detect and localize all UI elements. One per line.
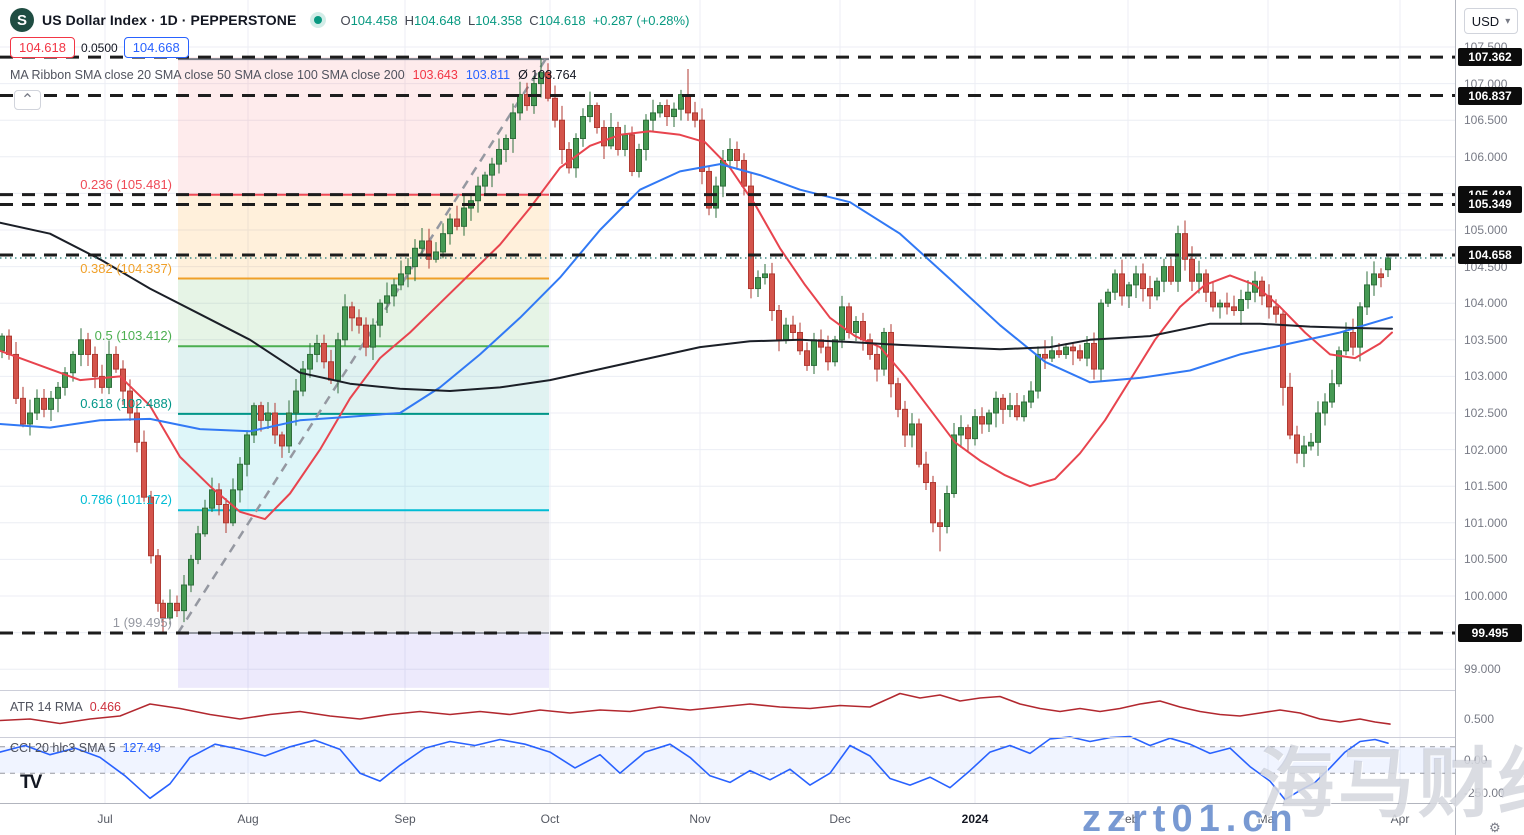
month-label[interactable]: Aug	[237, 812, 259, 826]
main-chart[interactable]	[0, 0, 1455, 803]
month-label[interactable]: Jul	[97, 812, 113, 826]
price-tag: 106.837	[1458, 86, 1522, 105]
pane-separator[interactable]	[0, 737, 1524, 738]
fib-level-label[interactable]: 0.382 (104.337)	[80, 260, 172, 276]
currency-label: USD	[1471, 13, 1500, 29]
month-label[interactable]: Dec	[829, 812, 851, 826]
axis-tick: 106.000	[1464, 149, 1508, 164]
ma-ribbon-label: MA Ribbon SMA close 20 SMA close 50 SMA …	[10, 68, 405, 82]
ohlc-values: O104.458 H104.648 L104.358 C104.618 +0.2…	[340, 13, 689, 28]
open-label: O	[340, 12, 351, 28]
high-value: 104.648	[413, 12, 461, 28]
fib-level-label[interactable]: 0.236 (105.481)	[80, 176, 172, 192]
symbol-legend: S US Dollar Index · 1D · PEPPERSTONE O10…	[10, 8, 689, 32]
change-value: +0.287 (+0.28%)	[592, 12, 690, 28]
low-label: L	[467, 12, 476, 28]
watermark-brand: 海马财经	[1258, 742, 1524, 827]
axis-tick: 0.500	[1464, 712, 1495, 726]
symbol-logo-icon[interactable]: S	[10, 8, 34, 32]
axis-tick: 103.500	[1464, 332, 1508, 347]
axis-tick: -250.00	[1464, 786, 1505, 800]
bid-ask-row: 104.618 0.0500 104.668	[10, 37, 189, 58]
collapse-legend-button[interactable]: ⌃	[14, 90, 41, 110]
axis-tick: 103.000	[1464, 369, 1508, 384]
month-label[interactable]: Feb	[1117, 812, 1139, 826]
open-value: 104.458	[350, 12, 398, 28]
price-axis[interactable]: USD ▾ 107.500 107.000 106.500 106.000 105.00…	[1455, 0, 1524, 835]
price-tag: 99.495	[1458, 623, 1522, 642]
month-label[interactable]: Mar	[1257, 812, 1279, 826]
ma-ribbon-legend: MA Ribbon SMA close 20 SMA close 50 SMA …	[10, 68, 577, 82]
ma-ribbon-value-blue: 103.811	[465, 68, 511, 82]
ma-ribbon-value-red: 103.643	[412, 68, 458, 82]
fib-level-label[interactable]: 0.786 (101.172)	[80, 492, 172, 508]
fib-level-label[interactable]: 0.618 (102.488)	[80, 395, 172, 411]
chevron-up-icon: ⌃	[20, 92, 35, 109]
currency-selector[interactable]: USD ▾	[1464, 8, 1518, 34]
pane-separator[interactable]	[0, 690, 1524, 691]
buy-price-button[interactable]: 104.668	[123, 37, 189, 58]
watermark-url: zzrt01.cn	[1082, 798, 1299, 835]
fib-level-label[interactable]: 0.5 (103.412)	[94, 328, 172, 344]
cci-value: 127.49	[122, 741, 161, 755]
axis-tick: 102.500	[1464, 406, 1508, 420]
axis-tick: 101.000	[1464, 515, 1508, 530]
month-label[interactable]: Sep	[394, 812, 416, 826]
axis-tick: 104.000	[1464, 296, 1508, 311]
axis-tick: 99.000	[1464, 662, 1501, 677]
month-label[interactable]: Apr	[1390, 812, 1410, 826]
axis-tick: 100.500	[1464, 552, 1508, 567]
price-tag: 105.349	[1458, 195, 1522, 214]
chevron-down-icon: ▾	[1505, 15, 1511, 27]
axis-tick: 101.500	[1464, 479, 1508, 494]
axis-tick: 102.000	[1464, 442, 1508, 457]
axis-tick: 106.500	[1464, 113, 1508, 128]
month-label[interactable]: 2024	[961, 812, 989, 826]
price-tag: 107.362	[1458, 48, 1522, 67]
symbol-title[interactable]: US Dollar Index · 1D · PEPPERSTONE	[42, 12, 297, 28]
spread-value: 0.0500	[81, 40, 118, 55]
time-axis[interactable]: Jul Aug Sep Oct Nov Dec 2024 Feb Mar Apr	[0, 803, 1524, 835]
atr-label: ATR 14 RMA	[10, 700, 83, 714]
axis-tick: 0.00	[1464, 753, 1488, 767]
ma-ribbon-value-avg: Ø 103.764	[518, 68, 577, 82]
month-label[interactable]: Nov	[689, 812, 711, 826]
close-value: 104.618	[538, 12, 586, 28]
atr-value: 0.466	[89, 700, 121, 714]
cci-legend: CCI 20 hlc3 SMA 5 127.49	[10, 741, 161, 755]
market-status-icon	[314, 16, 323, 24]
tradingview-logo[interactable]: TV	[20, 772, 42, 793]
close-label: C	[529, 12, 539, 28]
sell-price-button[interactable]: 104.618	[10, 37, 75, 58]
fib-level-label[interactable]: 1 (99.495)	[112, 614, 172, 630]
axis-tick: 105.000	[1464, 223, 1508, 237]
month-label[interactable]: Oct	[540, 812, 560, 826]
low-value: 104.358	[475, 12, 523, 28]
atr-legend: ATR 14 RMA 0.466	[10, 700, 121, 714]
high-label: H	[404, 12, 414, 28]
axis-tick: 100.000	[1464, 589, 1508, 603]
cci-label: CCI 20 hlc3 SMA 5	[10, 741, 116, 755]
gear-icon[interactable]: ⚙	[1489, 820, 1501, 835]
price-tag: 104.658	[1458, 246, 1522, 265]
